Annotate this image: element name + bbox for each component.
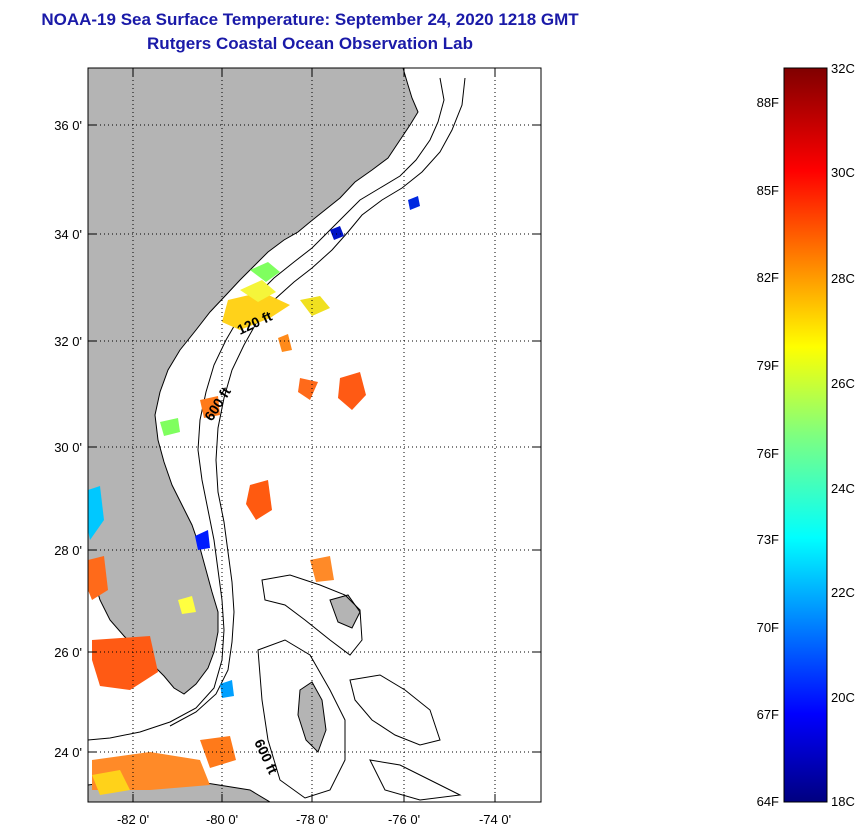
- map-subtitle: Rutgers Coastal Ocean Observation Lab: [147, 34, 473, 53]
- axis-ticks: [88, 68, 541, 802]
- colorbar: [783, 67, 828, 803]
- lon-label-78: -78 0': [296, 812, 328, 827]
- colorbar-label-82f: 82F: [757, 270, 779, 285]
- map-title: NOAA-19 Sea Surface Temperature: Septemb…: [41, 10, 579, 29]
- colorbar-label-73f: 73F: [757, 532, 779, 547]
- lat-label-26: 26 0': [54, 645, 82, 660]
- map-frame: [87, 67, 542, 803]
- colorbar-label-18c: 18C: [831, 794, 855, 809]
- colorbar-label-64f: 64F: [757, 794, 779, 809]
- colorbar-label-24c: 24C: [831, 481, 855, 496]
- colorbar-label-20c: 20C: [831, 690, 855, 705]
- lat-label-32: 32 0': [54, 334, 82, 349]
- lat-label-36: 36 0': [54, 118, 82, 133]
- colorbar-label-79f: 79F: [757, 358, 779, 373]
- colorbar-label-88f: 88F: [757, 95, 779, 110]
- colorbar-label-32c: 32C: [831, 61, 855, 76]
- lat-label-28: 28 0': [54, 543, 82, 558]
- colorbar-label-28c: 28C: [831, 271, 855, 286]
- lon-label-80: -80 0': [206, 812, 238, 827]
- land-mainland: [88, 68, 419, 695]
- lon-label-74: -74 0': [479, 812, 511, 827]
- sst-data-patches: [88, 196, 420, 795]
- lon-label-82: -82 0': [117, 812, 149, 827]
- bathymetry-contours: [88, 77, 466, 801]
- colorbar-label-30c: 30C: [831, 165, 855, 180]
- lon-label-76: -76 0': [388, 812, 420, 827]
- land-bahamas: [297, 594, 361, 753]
- colorbar-label-70f: 70F: [757, 620, 779, 635]
- colorbar-label-22c: 22C: [831, 585, 855, 600]
- lat-label-30: 30 0': [54, 440, 82, 455]
- colorbar-label-85f: 85F: [757, 183, 779, 198]
- lat-label-34: 34 0': [54, 227, 82, 242]
- lat-label-24: 24 0': [54, 745, 82, 760]
- colorbar-label-76f: 76F: [757, 446, 779, 461]
- colorbar-label-26c: 26C: [831, 376, 855, 391]
- colorbar-label-67f: 67F: [757, 707, 779, 722]
